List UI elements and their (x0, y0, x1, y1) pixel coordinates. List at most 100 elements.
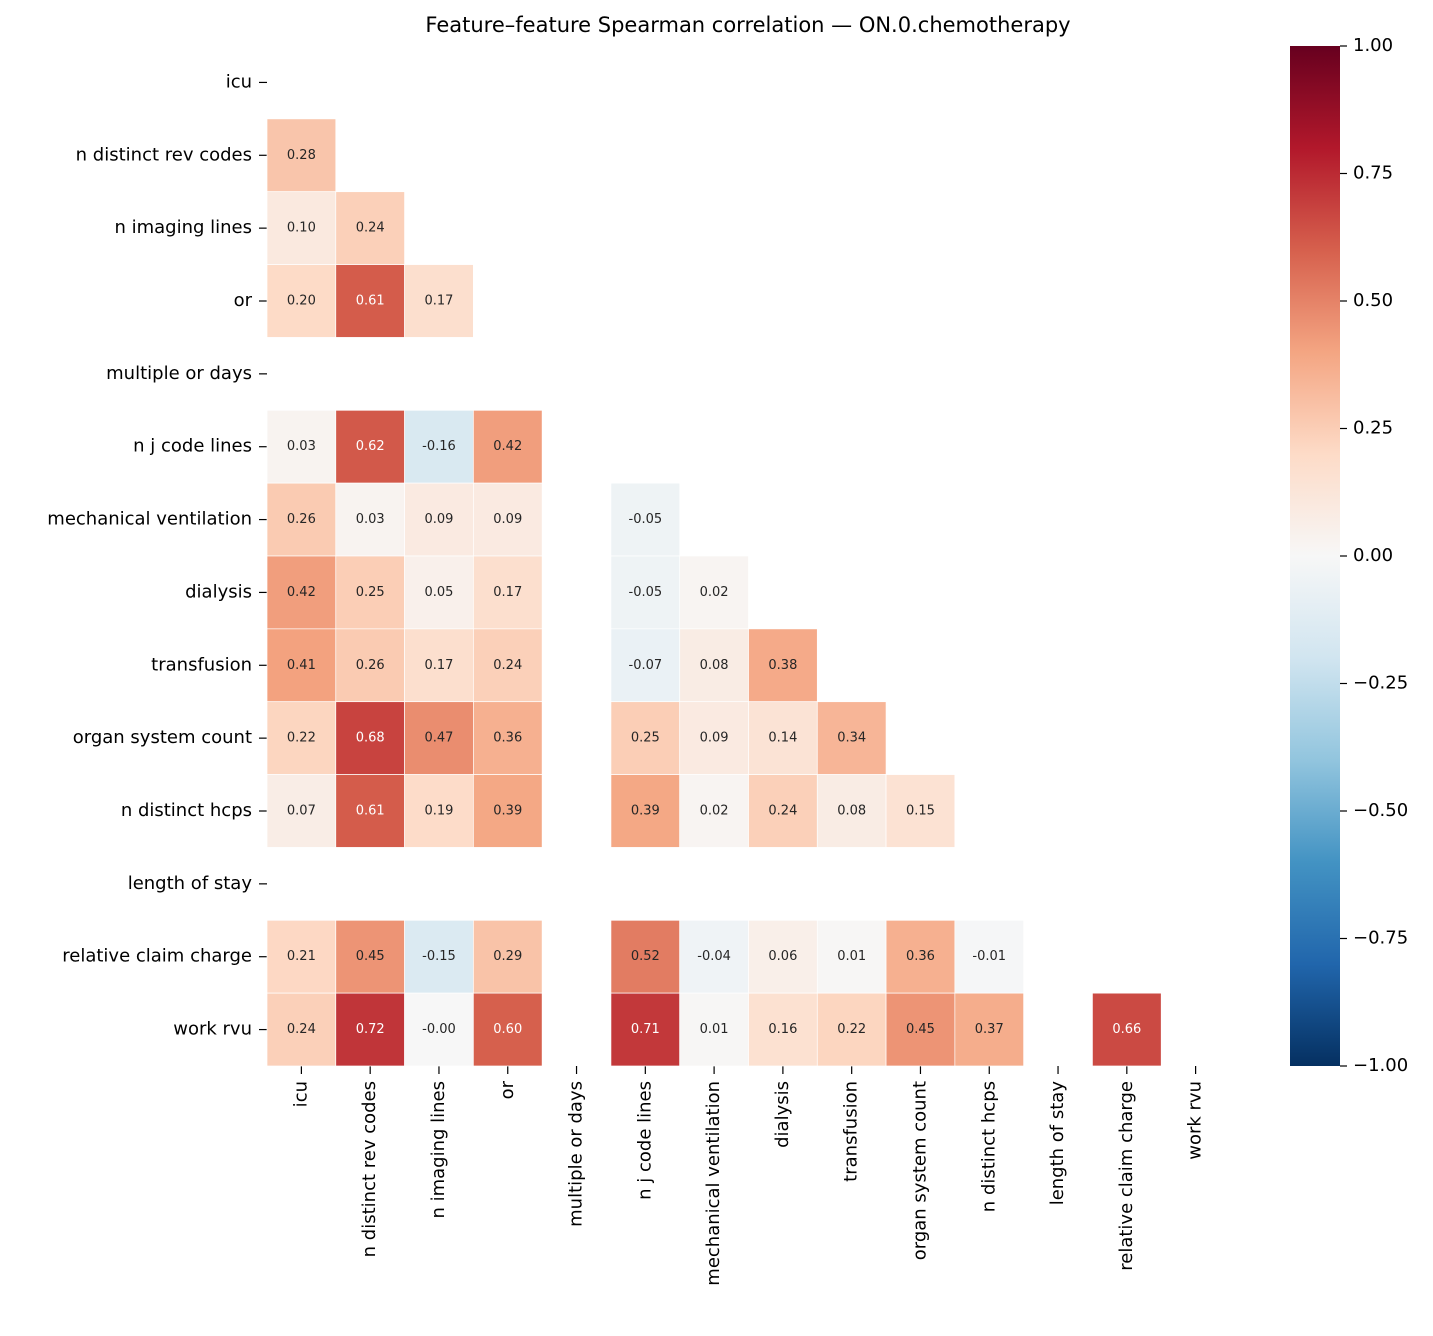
heatmap-cell (473, 555, 543, 630)
x-tick-label: n j code lines (634, 1081, 655, 1200)
cell-label: 0.24 (493, 658, 522, 673)
cell-label: 0.39 (493, 804, 522, 819)
heatmap-cell (404, 992, 474, 1067)
cell-label: 0.22 (287, 731, 316, 746)
cell-label: 0.29 (493, 949, 522, 964)
cell-label: 0.07 (287, 804, 316, 819)
cell-label: 0.25 (356, 585, 385, 600)
heatmap-cell (404, 409, 474, 484)
cell-label: 0.61 (356, 294, 385, 309)
heatmap-cell (885, 919, 956, 994)
heatmap-cell (816, 774, 887, 848)
heatmap-cell (816, 919, 887, 994)
x-tick-label: organ system count (909, 1081, 930, 1260)
colorbar-tick-label: −1.00 (1353, 1055, 1408, 1076)
heatmap-cell (473, 628, 543, 703)
colorbar-tick-label: 0.75 (1353, 163, 1393, 184)
heatmap-cell (266, 482, 337, 557)
x-tick-label: n imaging lines (428, 1081, 449, 1219)
cell-label: 0.60 (493, 1022, 522, 1037)
heatmap-cell (473, 774, 543, 848)
heatmap-cell (679, 774, 749, 848)
heatmap-cell (816, 992, 887, 1067)
cell-label: 0.37 (975, 1022, 1004, 1037)
cell-label: 0.72 (356, 1022, 385, 1037)
cell-label: 0.10 (287, 221, 316, 236)
heatmap-cell (404, 555, 474, 630)
chart-title: Feature–feature Spearman correlation — O… (425, 13, 1070, 37)
cell-label: 0.26 (356, 658, 385, 673)
heatmap-cell (473, 482, 543, 557)
heatmap-cell (404, 264, 474, 338)
cell-label: 0.34 (837, 731, 866, 746)
heatmap-cell (679, 919, 749, 994)
y-tick-label: n distinct hcps (121, 800, 252, 821)
heatmap-cell (404, 774, 474, 848)
cell-label: 0.09 (424, 512, 453, 527)
cell-label: 0.36 (906, 949, 935, 964)
cell-label: 0.05 (424, 585, 453, 600)
y-tick-label: icu (226, 71, 252, 92)
cell-label: 0.01 (837, 949, 866, 964)
heatmap-cell (954, 919, 1024, 994)
heatmap-cell (748, 701, 818, 775)
cell-label: 0.71 (631, 1022, 660, 1037)
cell-label: 0.09 (493, 512, 522, 527)
heatmap-cell (335, 409, 405, 484)
heatmap-cell (335, 555, 405, 630)
cell-label: 0.24 (356, 221, 385, 236)
heatmap-cell (473, 992, 543, 1067)
cell-label: 0.14 (768, 731, 797, 746)
heatmap-cell (610, 482, 681, 557)
heatmap-cell (404, 628, 474, 703)
cell-label: -0.05 (629, 512, 663, 527)
x-tick-label: relative claim charge (1116, 1081, 1137, 1271)
heatmap-cell (1092, 992, 1162, 1067)
heatmap-cell (266, 409, 337, 484)
cell-label: 0.17 (424, 658, 453, 673)
heatmap-cell (335, 919, 405, 994)
colorbar-tick-label: 0.25 (1353, 418, 1393, 439)
y-tick-label: organ system count (73, 727, 252, 748)
x-tick-label: length of stay (1047, 1081, 1068, 1206)
cell-label: -0.00 (422, 1022, 456, 1037)
cell-label: 0.02 (700, 585, 729, 600)
cell-label: 0.41 (287, 658, 316, 673)
cell-label: 0.52 (631, 949, 660, 964)
y-tick-label: work rvu (173, 1019, 252, 1040)
heatmap-cell (679, 992, 749, 1067)
heatmap-cell (473, 919, 543, 994)
heatmap-cell (335, 992, 405, 1067)
cell-label: 0.42 (287, 585, 316, 600)
heatmap-cell (885, 774, 956, 848)
y-tick-label: n distinct rev codes (76, 144, 252, 165)
heatmap-cell (679, 628, 749, 703)
cell-label: 0.68 (356, 731, 385, 746)
cell-label: -0.05 (629, 585, 663, 600)
cell-label: -0.16 (422, 439, 456, 454)
heatmap-cell (473, 701, 543, 775)
cell-label: 0.45 (356, 949, 385, 964)
colorbar-tick-label: 0.50 (1353, 290, 1393, 311)
heatmap-cell (610, 992, 681, 1067)
x-tick-label: icu (290, 1081, 311, 1107)
heatmap-cell (816, 701, 887, 775)
cell-label: 0.24 (768, 804, 797, 819)
x-tick-label: work rvu (1185, 1081, 1206, 1160)
cell-label: -0.04 (697, 949, 731, 964)
cell-label: 0.15 (906, 804, 935, 819)
heatmap-cell (954, 992, 1024, 1067)
heatmap-cell (748, 992, 818, 1067)
colorbar-tick-label: −0.25 (1353, 673, 1408, 694)
y-tick-label: n imaging lines (114, 217, 252, 238)
x-tick-label: n distinct rev codes (359, 1081, 380, 1257)
heatmap-cell (335, 701, 405, 775)
cell-label: 0.17 (493, 585, 522, 600)
y-tick-label: multiple or days (106, 363, 252, 384)
cell-label: 0.25 (631, 731, 660, 746)
heatmap-cell (335, 774, 405, 848)
cell-label: 0.28 (287, 148, 316, 163)
heatmap-cell (473, 409, 543, 484)
heatmap-cell (266, 555, 337, 630)
heatmap-cell (679, 555, 749, 630)
